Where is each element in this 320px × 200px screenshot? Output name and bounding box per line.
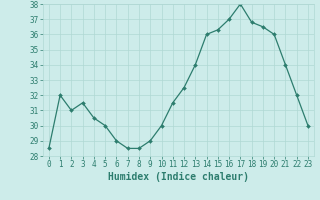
X-axis label: Humidex (Indice chaleur): Humidex (Indice chaleur) <box>108 172 249 182</box>
